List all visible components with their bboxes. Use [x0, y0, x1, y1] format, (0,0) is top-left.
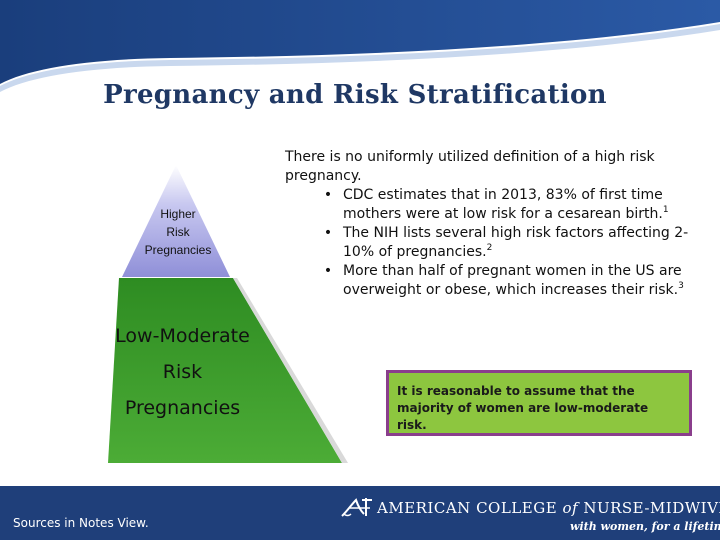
risk-pyramid — [108, 165, 348, 463]
pyramid-top-tier — [122, 165, 230, 277]
body-text: There is no uniformly utilized definitio… — [285, 148, 705, 300]
org-name: AMERICAN COLLEGE of NURSE-MIDWIVES — [377, 499, 720, 517]
org-name-part: NURSE-MIDWIVES — [583, 499, 720, 517]
bullet-list: • CDC estimates that in 2013, 83% of fir… — [285, 186, 705, 300]
bullet-text: More than half of pregnant women in the … — [343, 263, 682, 298]
slide-title: Pregnancy and Risk Stratification — [103, 80, 607, 110]
list-item: • More than half of pregnant women in th… — [285, 262, 705, 300]
intro-text: There is no uniformly utilized definitio… — [285, 149, 655, 184]
pyramid-top-label-line: Pregnancies — [144, 243, 212, 257]
list-item: • The NIH lists several high risk factor… — [285, 224, 705, 262]
org-tagline: with women, for a lifetime — [570, 520, 720, 533]
footnote-ref: 2 — [486, 243, 493, 253]
bullet-icon: • — [323, 187, 333, 203]
pyramid-bottom-label-line: Pregnancies — [124, 397, 241, 419]
callout-box: It is reasonable to assume that the majo… — [386, 370, 692, 436]
callout-text: It is reasonable to assume that the majo… — [397, 384, 649, 432]
footnote-ref: 3 — [678, 281, 684, 291]
list-item: • CDC estimates that in 2013, 83% of fir… — [285, 186, 705, 224]
pyramid-top-label: Higher Risk Pregnancies — [140, 205, 216, 259]
acnm-logo-icon — [341, 498, 372, 517]
footer-band: Sources in Notes View. AMERICAN COLLEGE … — [0, 486, 720, 540]
bullet-text: CDC estimates that in 2013, 83% of first… — [343, 187, 663, 222]
pyramid-top-label-line: Risk — [166, 225, 190, 239]
pyramid-bottom-label-line: Low-Moderate — [115, 325, 250, 347]
footnote-ref: 1 — [662, 205, 669, 215]
sources-note: Sources in Notes View. — [13, 516, 149, 530]
header-swoosh — [0, 0, 720, 92]
bullet-icon: • — [323, 225, 333, 241]
bullet-icon: • — [323, 263, 333, 279]
org-name-part: of — [562, 499, 579, 517]
pyramid-bottom-tier — [108, 278, 348, 463]
pyramid-bottom-label-line: Risk — [162, 361, 203, 383]
pyramid-bottom-label: Low-Moderate Risk Pregnancies — [105, 318, 260, 426]
bullet-text: The NIH lists several high risk factors … — [343, 225, 689, 260]
pyramid-top-label-line: Higher — [160, 207, 196, 221]
org-name-part: AMERICAN COLLEGE — [377, 499, 558, 517]
